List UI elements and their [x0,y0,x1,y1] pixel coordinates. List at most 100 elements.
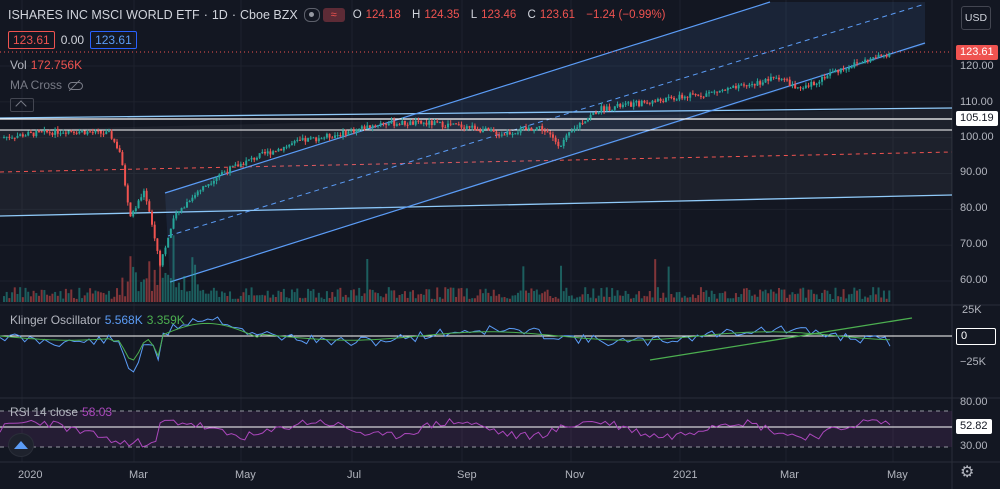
candle-body [342,130,345,137]
candle-body [651,100,654,104]
candle-body [288,144,291,147]
candle-body [678,94,681,100]
candle-body [161,254,164,266]
candle-body [403,121,406,125]
volume-bar [678,291,681,302]
candle-body [86,131,89,135]
candle-body [97,130,100,132]
candle-body [455,123,458,125]
candle-body [605,106,608,112]
volume-bar [481,293,484,302]
currency-button[interactable]: USD [961,6,991,30]
volume-bar [874,294,877,302]
candle-body [460,124,463,128]
volume-bar [350,290,353,302]
volume-bar [823,289,826,302]
volume-bar [538,294,541,302]
volume-label: Vol [10,58,27,72]
candle-body [549,132,552,135]
volume-bar [134,272,137,302]
ma-cross-label: MA Cross [10,78,63,92]
candle-body [226,171,229,174]
candle-body [708,92,711,94]
volume-bar [13,287,16,302]
candle-body [436,121,439,123]
volume-bar [565,287,568,302]
candle-body [272,151,275,155]
candle-body [344,130,347,136]
volume-bar [438,297,441,302]
klinger-legend[interactable]: Klinger Oscillator 5.568K 3.359K [10,313,185,327]
symbol-header: ISHARES INC MSCI WORLD ETF · 1D · Cboe B… [8,8,670,22]
flag-icon[interactable]: ≈ [322,8,345,22]
candle-body [457,124,460,126]
volume-bar [503,296,506,302]
candle-body [603,106,606,112]
volume-bar [713,293,716,302]
volume-bar [888,290,891,302]
rsi-tick: 30.00 [960,440,988,452]
candle-body [743,84,745,86]
volume-legend[interactable]: Vol 172.756K [10,58,82,72]
buy-button[interactable]: 123.61 [90,31,137,49]
volume-bar [180,289,183,302]
candle-body [498,135,501,137]
candle-body [877,54,880,58]
interval[interactable]: 1D [211,8,228,22]
volume-bar [592,288,595,302]
symbol-name[interactable]: ISHARES INC MSCI WORLD ETF [8,8,200,22]
volume-bar [476,295,479,302]
gear-icon[interactable]: ⚙ [960,464,975,481]
candle-body [764,79,767,83]
candle-body [323,137,326,139]
candle-body [533,130,536,132]
candle-body [740,84,743,86]
candle-body [387,123,390,125]
volume-bar [535,289,538,302]
candle-body [54,129,57,135]
candle-body [51,132,54,135]
candle-body [697,94,700,96]
volume-bar [107,290,110,302]
volume-bar [516,292,519,302]
volume-bar [646,296,649,302]
volume-bar [363,293,366,302]
candle-body [705,93,708,97]
collapse-icon[interactable] [10,98,34,112]
trade-row: 123.61 0.00 123.61 [8,31,137,49]
volume-bar [689,297,692,302]
volume-bar [307,288,310,302]
volume-bar [274,296,277,302]
volume-bar [245,288,248,302]
candle-body [783,78,786,80]
volume-bar [465,288,468,302]
candle-body [745,85,748,87]
volume-bar [597,295,600,302]
candle-body [264,151,267,154]
volume-bar [751,295,754,302]
volume-bar [748,289,751,302]
volume-bar [837,296,840,302]
candle-body [845,69,848,71]
volume-bar [344,294,347,302]
volume-bar [675,292,678,302]
volume-bar [635,294,638,302]
sell-button[interactable]: 123.61 [8,31,55,49]
candle-body [185,202,188,208]
hide-icon[interactable] [68,80,84,90]
candle-body [465,126,468,129]
rsi-legend[interactable]: RSI 14 close 58.03 [10,405,112,419]
volume-bar [829,294,832,302]
eye-icon[interactable] [303,8,320,22]
candle-body [823,77,826,79]
volume-bar [258,295,261,302]
volume-bar [156,284,159,302]
volume-bar [576,297,579,302]
ma-cross-legend[interactable]: MA Cross [10,78,84,92]
candle-body [452,123,455,125]
tradingview-logo-icon[interactable] [8,433,34,457]
candle-body [716,91,719,93]
candle-body [508,132,511,135]
candle-body [282,146,285,151]
